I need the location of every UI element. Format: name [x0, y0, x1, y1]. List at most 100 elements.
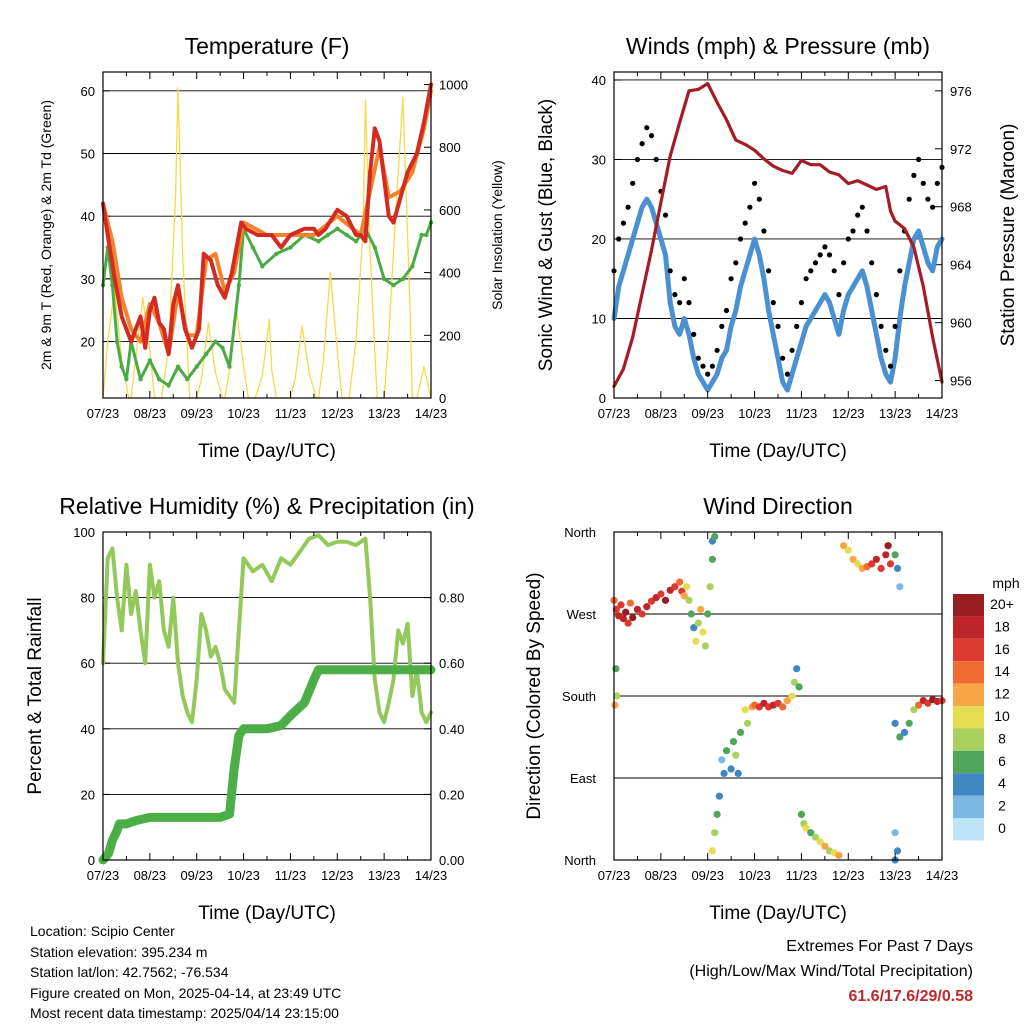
- figure-created: Figure created on Mon, 2025-04-14, at 23…: [30, 984, 342, 1001]
- x-tick-label: 07/23: [598, 868, 631, 883]
- sonic-gust-point: [831, 268, 837, 274]
- wind-direction-point: [613, 692, 621, 700]
- temp-9m-line: [101, 88, 433, 357]
- x-tick-label: 09/23: [691, 868, 724, 883]
- y-tick-label-right: 972: [950, 142, 972, 157]
- x-tick-label: 10/23: [227, 406, 260, 421]
- y-tick-label-right: 960: [950, 316, 972, 331]
- legend-label: 2: [998, 798, 1006, 814]
- sonic-gust-point: [869, 260, 875, 266]
- sonic-gust-point: [667, 268, 673, 274]
- legend-label: 18: [994, 618, 1010, 634]
- x-tick-label: 13/23: [368, 868, 401, 883]
- wind-direction-point: [727, 765, 735, 773]
- sonic-gust-point: [625, 204, 631, 210]
- humidity-precip-panel: 0 20 40 60 80 100 0.00 0.20 0.40 0.60 0.80 Relative…: [25, 493, 475, 924]
- legend-swatch: [953, 616, 984, 639]
- sonic-gust-point: [695, 355, 701, 361]
- legend-swatch: [953, 683, 984, 706]
- direction-tick-label: South: [562, 689, 596, 704]
- sonic-gust-point: [873, 292, 880, 298]
- extremes-box: Extremes For Past 7 Days (High/Low/Max W…: [689, 934, 973, 1009]
- wind-direction-panel: North East South West North Wind Direction Tim…: [524, 493, 958, 924]
- dewpoint-point: [119, 364, 124, 369]
- y-tick-label-right: 200: [439, 328, 461, 343]
- wind-direction-point: [741, 706, 749, 714]
- chart-title: Temperature (F): [185, 33, 350, 59]
- station-info: Location: Scipio Center Station elevatio…: [30, 921, 341, 1024]
- dewpoint-point: [114, 339, 120, 344]
- x-tick-label: 14/23: [415, 868, 448, 883]
- sonic-gust-point: [864, 228, 870, 234]
- dewpoint-point: [166, 383, 171, 388]
- x-tick-label: 11/23: [275, 406, 307, 421]
- sonic-gust-point: [794, 323, 800, 329]
- wind-direction-point: [816, 838, 824, 846]
- sonic-gust-point: [911, 172, 917, 178]
- sonic-gust-point: [747, 204, 753, 210]
- wind-direction-point: [683, 583, 691, 591]
- dewpoint-point: [372, 245, 377, 250]
- wind-direction-point: [722, 747, 731, 755]
- x-tick-label: 10/23: [738, 868, 771, 883]
- sonic-gust-point: [686, 300, 692, 306]
- wind-direction-point: [704, 610, 712, 618]
- y-tick-label-right: 400: [439, 266, 461, 281]
- precipitation-line: [98, 665, 436, 865]
- sonic-gust-point: [691, 331, 697, 337]
- sonic-gust-point: [803, 276, 809, 282]
- dewpoint-point: [220, 345, 225, 350]
- wind-direction-point: [624, 619, 632, 627]
- sonic-gust-point: [897, 268, 903, 274]
- sonic-gust-point: [808, 268, 814, 274]
- legend-swatch: [953, 750, 984, 774]
- y-tick-label: 80: [81, 591, 95, 606]
- wind-direction-point: [626, 599, 635, 607]
- sonic-gust-point: [648, 133, 655, 139]
- dewpoint-point: [400, 276, 406, 282]
- wind-direction-point: [788, 692, 796, 700]
- x-tick-label: 13/23: [879, 868, 912, 883]
- dewpoint-point: [288, 245, 293, 250]
- sonic-gust-point: [737, 236, 744, 242]
- wind-direction-point: [884, 542, 892, 550]
- x-tick-label: 08/23: [645, 868, 678, 883]
- sonic-gust-point: [770, 300, 776, 306]
- wind-direction-point: [790, 678, 799, 686]
- y-axis-label: Sonic Wind & Gust (Blue, Black): [536, 99, 557, 371]
- legend-label: 16: [994, 641, 1010, 657]
- wind-direction-point: [915, 701, 923, 709]
- wind-direction-point: [891, 829, 899, 837]
- y-tick-label-right: 0.80: [439, 591, 464, 606]
- humidity-line: [101, 533, 433, 725]
- x-tick-label: 14/23: [926, 406, 959, 421]
- x-tick-label: 13/23: [368, 406, 401, 421]
- sonic-gust-point: [742, 220, 748, 226]
- sonic-gust-point: [789, 347, 795, 353]
- y-tick-label: 100: [73, 525, 95, 540]
- x-tick-label: 10/23: [738, 406, 771, 421]
- y-tick-label-right: 0.20: [439, 787, 464, 802]
- wind-direction-point: [900, 728, 909, 737]
- winds-pressure-panel: 0 10 20 30 40 956 960 964 968 972 976 Winds (mph) &…: [536, 33, 1019, 462]
- y-tick-label-right: 956: [950, 374, 972, 389]
- sonic-gust-point: [934, 180, 940, 186]
- sonic-gust-point: [925, 196, 931, 202]
- dewpoint-point: [124, 377, 129, 382]
- legend-label: 14: [994, 663, 1010, 679]
- sonic-gust-point: [766, 268, 772, 274]
- wind-direction-point: [611, 701, 619, 709]
- legend-title: mph: [992, 575, 1019, 591]
- wind-direction-point: [657, 590, 665, 598]
- dewpoint-point: [335, 226, 340, 231]
- chart-title: Wind Direction: [703, 493, 853, 519]
- y-tick-label-right: 968: [950, 200, 972, 215]
- chart-title: Relative Humidity (%) & Precipitation (i…: [59, 493, 474, 519]
- sonic-gust-point: [887, 363, 894, 369]
- x-tick-label: 08/23: [645, 406, 678, 421]
- data-timestamp: Most recent data timestamp: 2025/04/14 2…: [30, 1005, 339, 1021]
- wind-direction-point: [905, 719, 913, 727]
- dewpoint-point: [157, 377, 162, 382]
- x-tick-label: 10/23: [227, 868, 260, 883]
